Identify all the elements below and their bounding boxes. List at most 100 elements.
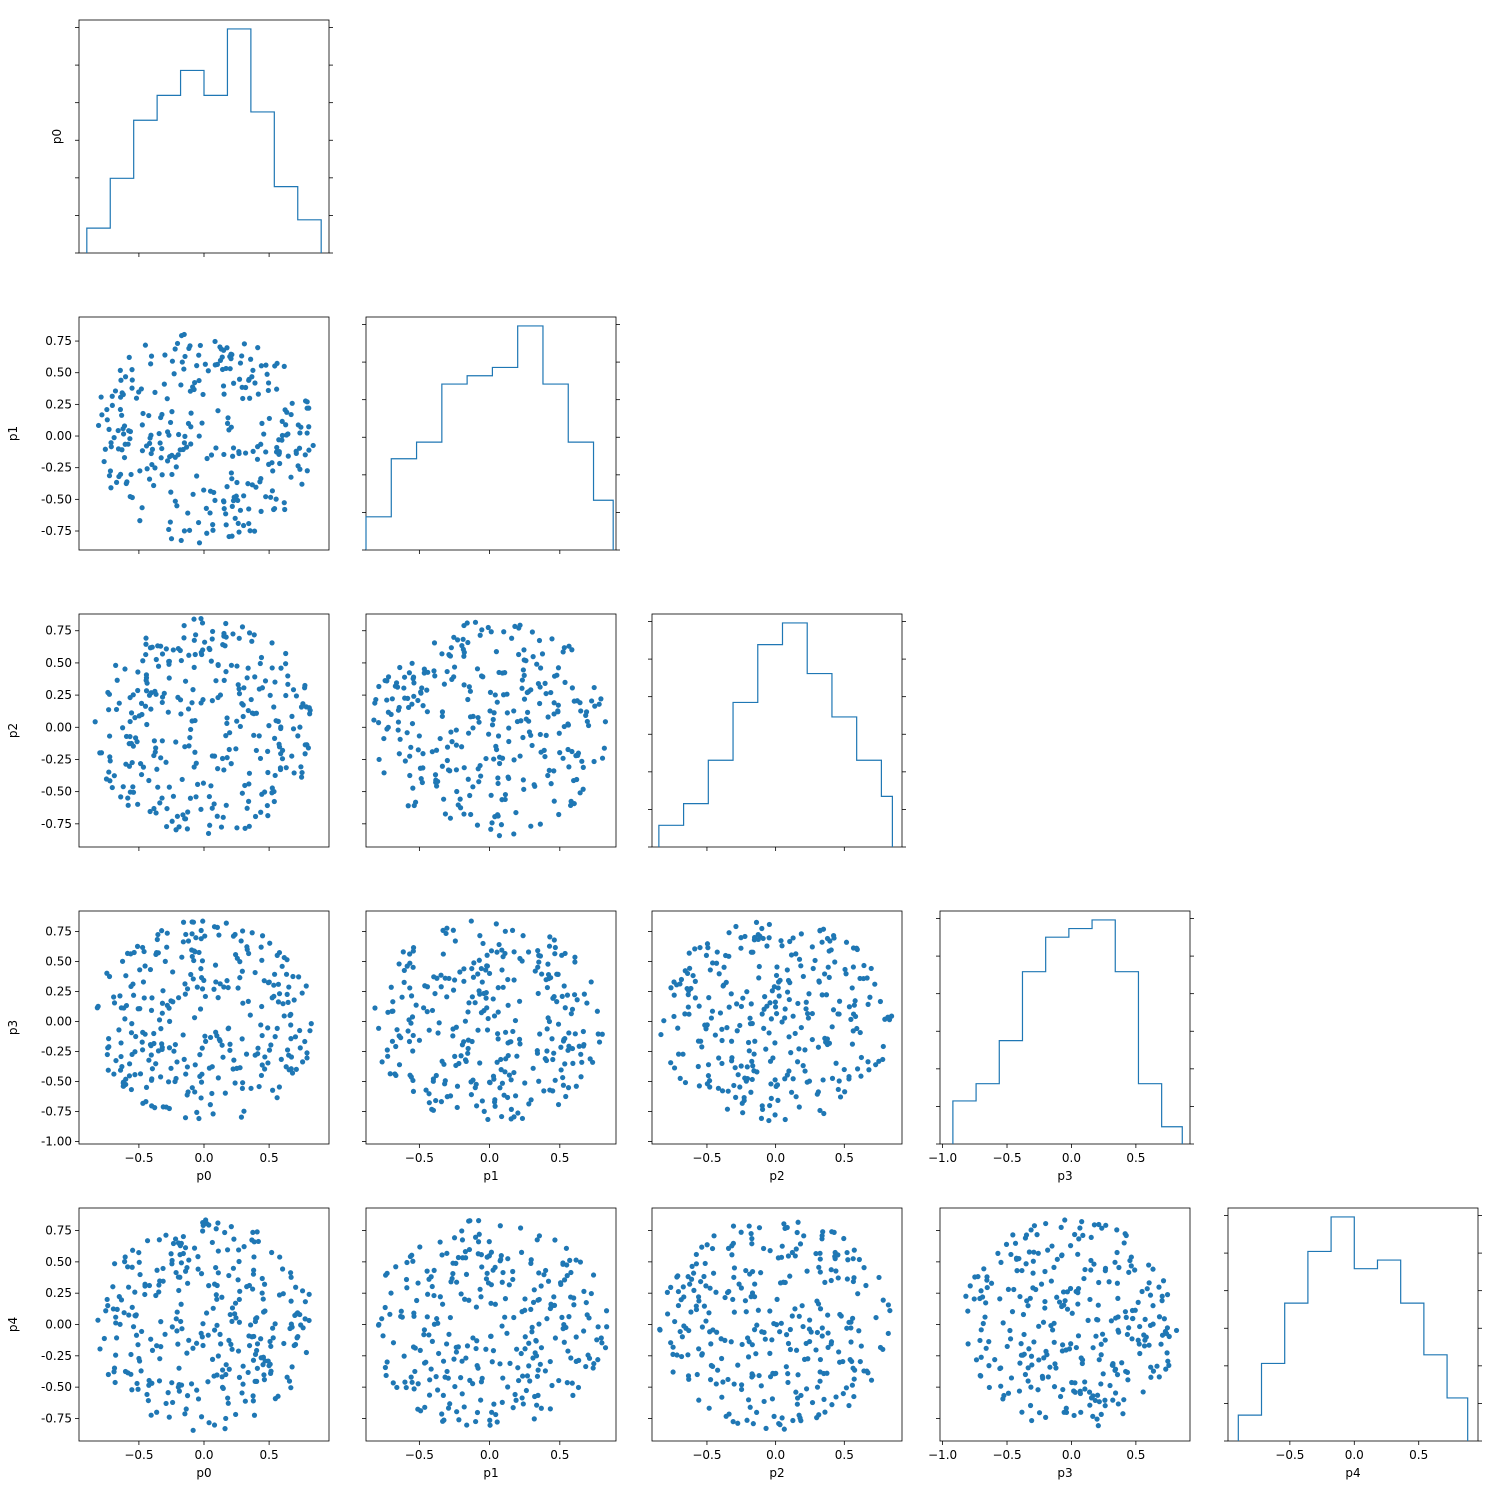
scatter-point — [472, 619, 479, 625]
scatter-point — [764, 943, 770, 949]
scatter-point — [195, 1396, 202, 1402]
scatter-point — [129, 1021, 135, 1027]
scatter-point — [866, 1067, 872, 1073]
scatter-point — [1069, 1379, 1075, 1386]
scatter-point — [166, 1105, 172, 1112]
scatter-point — [538, 1345, 545, 1351]
scatter-point — [690, 972, 696, 979]
scatter-point — [281, 500, 287, 506]
scatter-point — [418, 690, 424, 696]
scatter-point — [1102, 1265, 1109, 1271]
scatter-point — [166, 784, 172, 790]
scatter-point — [741, 1097, 747, 1104]
scatter-point — [465, 776, 471, 782]
scatter-point — [232, 515, 238, 521]
scatter-point — [389, 1008, 395, 1014]
scatter-point — [1075, 1251, 1081, 1257]
scatter-point — [283, 650, 289, 657]
scatter-point — [670, 1351, 676, 1357]
scatter-point — [494, 1419, 500, 1425]
scatter-point — [225, 984, 231, 991]
scatter-point — [577, 790, 583, 796]
scatter-point — [215, 1353, 221, 1359]
scatter-point — [308, 1021, 314, 1027]
scatter-point — [220, 814, 226, 820]
scatter-point — [1124, 1369, 1131, 1375]
scatter-point — [1110, 1362, 1116, 1368]
scatter-point — [1090, 1413, 1096, 1419]
scatter-point — [1098, 1411, 1104, 1417]
scatter-point — [140, 410, 146, 417]
scatter-point — [457, 805, 464, 811]
scatter-point — [381, 735, 387, 742]
scatter-point — [707, 1084, 713, 1090]
scatter-point — [734, 1028, 740, 1034]
scatter-point — [205, 1332, 211, 1338]
scatter-point — [1102, 1337, 1108, 1343]
scatter-point — [143, 672, 150, 678]
scatter-point — [536, 959, 542, 965]
scatter-point — [819, 1233, 825, 1239]
scatter-point — [134, 1380, 140, 1387]
scatter-point — [203, 1217, 209, 1223]
scatter-point — [998, 1259, 1004, 1266]
scatter-point — [228, 1341, 234, 1347]
scatter-point — [422, 1404, 428, 1410]
scatter-point — [745, 1039, 752, 1046]
scatter-point — [174, 1309, 180, 1315]
scatter-point — [232, 1080, 238, 1086]
scatter-point — [822, 1409, 828, 1415]
scatter-point — [705, 1062, 712, 1068]
scatter-point — [236, 690, 243, 697]
scatter-point — [1112, 1390, 1119, 1396]
scatter-point — [887, 1307, 893, 1314]
scatter-point — [139, 1047, 146, 1053]
scatter-point — [211, 986, 217, 992]
scatter-point — [191, 664, 197, 670]
scatter-point — [738, 1386, 745, 1393]
scatter-point — [137, 1006, 143, 1012]
scatter-point — [477, 632, 483, 638]
scatter-point — [461, 622, 467, 629]
scatter-point — [731, 1381, 737, 1387]
scatter-point — [776, 979, 782, 985]
scatter-point — [495, 985, 501, 991]
scatter-point — [580, 786, 586, 792]
scatter-point — [716, 971, 722, 977]
y-tick-label: -1.00 — [41, 1135, 72, 1149]
scatter-point — [505, 1002, 511, 1008]
scatter-point — [406, 1038, 413, 1045]
scatter-point — [250, 1271, 257, 1277]
scatter-point — [159, 445, 165, 452]
scatter-point — [492, 1099, 498, 1105]
scatter-point — [240, 1000, 246, 1006]
scatter-point — [794, 1059, 801, 1065]
x-tick-label: −0.5 — [405, 1151, 434, 1165]
scatter-point — [496, 941, 502, 948]
scatter-point — [551, 1294, 557, 1300]
scatter-point — [717, 1010, 724, 1016]
scatter-point — [462, 1296, 468, 1302]
scatter-point — [175, 452, 181, 458]
scatter-point — [204, 455, 210, 462]
histogram-step — [86, 28, 322, 253]
scatter-point — [451, 977, 458, 983]
scatter-point — [382, 1364, 388, 1371]
scatter-point — [439, 1252, 445, 1258]
scatter-point — [1028, 1384, 1034, 1390]
scatter-point — [130, 692, 136, 698]
scatter-point — [310, 442, 316, 449]
scatter-point — [596, 1039, 603, 1045]
scatter-point — [467, 792, 473, 799]
scatter-point — [125, 795, 131, 801]
scatter-point — [246, 950, 252, 957]
scatter-point — [788, 952, 795, 958]
scatter-point — [494, 949, 500, 955]
scatter-point — [762, 1336, 768, 1342]
scatter-point — [229, 476, 235, 482]
scatter-point — [159, 472, 165, 478]
scatter-point — [302, 452, 308, 458]
scatter-point — [269, 785, 275, 791]
scatter-point — [746, 1223, 752, 1229]
scatter-point — [793, 951, 799, 957]
